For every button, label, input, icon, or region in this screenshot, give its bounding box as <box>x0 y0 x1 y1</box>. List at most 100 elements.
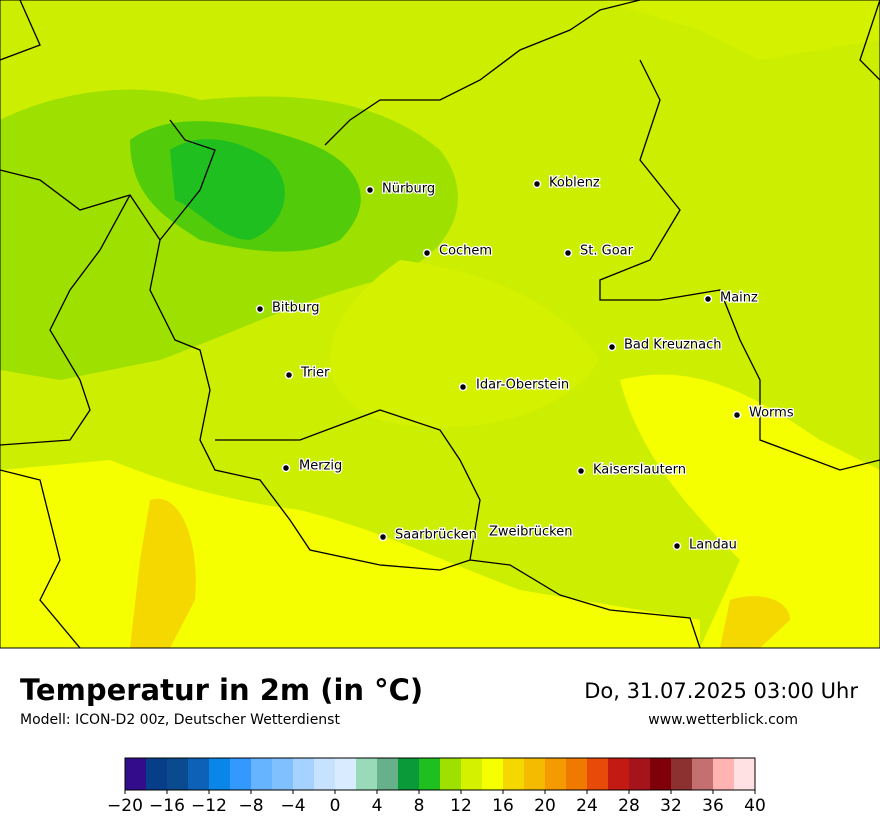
city-dot <box>563 248 573 258</box>
colorbar-box <box>314 758 335 790</box>
city-dot <box>378 532 388 542</box>
city-label: St. Goar <box>580 244 634 259</box>
city-dot <box>365 185 375 195</box>
city-dot <box>703 294 713 304</box>
city: St. Goar <box>563 242 635 260</box>
colorbar-box <box>545 758 566 790</box>
city-label: Nürburg <box>382 182 435 197</box>
city: Nürburg <box>365 180 436 198</box>
city-label: Mainz <box>720 291 758 306</box>
colorbar-box <box>230 758 251 790</box>
border <box>0 194 131 446</box>
city-label: Kaiserslautern <box>593 463 686 478</box>
city: Kaiserslautern <box>576 461 687 479</box>
colorbar-box <box>209 758 230 790</box>
city-label: Merzig <box>299 459 342 474</box>
colorbar-box <box>398 758 419 790</box>
city: Idar-Oberstein <box>458 376 570 394</box>
colorbar-box <box>524 758 545 790</box>
city: Landau <box>672 536 738 554</box>
colorbar-tick-label: −16 <box>149 796 185 816</box>
city-label: Bad Kreuznach <box>624 338 722 353</box>
colorbar-box <box>566 758 587 790</box>
colorbar-tick-label: −4 <box>280 796 305 816</box>
border <box>159 119 216 241</box>
city-dot <box>732 410 742 420</box>
colorbar-box <box>377 758 398 790</box>
colorbar-tick-label: 24 <box>576 796 598 816</box>
temp-area <box>0 0 880 60</box>
colorbar-box <box>293 758 314 790</box>
border <box>859 0 880 81</box>
colorbar-box <box>251 758 272 790</box>
city: Worms <box>732 404 795 422</box>
colorbar-box <box>188 758 209 790</box>
cities: Nürburg Koblenz Cochem St. Goar Bitburg … <box>255 174 795 554</box>
city: Mainz <box>703 289 759 307</box>
colorbar-tick-label: −12 <box>191 796 227 816</box>
colorbar-tick-label: 12 <box>450 796 472 816</box>
city-dot <box>672 541 682 551</box>
colorbar-box <box>713 758 734 790</box>
colorbar-box <box>419 758 440 790</box>
legend-title: Temperatur in 2m (in °C) <box>20 673 423 707</box>
datetime: Do, 31.07.2025 03:00 Uhr <box>584 679 858 703</box>
city: Zweibrücken <box>488 523 574 541</box>
temp-area <box>130 498 196 648</box>
city: Bitburg <box>255 299 321 317</box>
city-label: Trier <box>300 366 330 381</box>
city: Trier <box>284 364 331 382</box>
border <box>0 469 81 649</box>
colorbar-box <box>461 758 482 790</box>
city-label: Idar-Oberstein <box>476 378 569 393</box>
city: Merzig <box>281 457 344 475</box>
colorbar-box <box>167 758 188 790</box>
city-label: Saarbrücken <box>395 528 477 543</box>
colorbar-box <box>356 758 377 790</box>
city-label: Koblenz <box>549 176 600 191</box>
colorbar-tick-label: 40 <box>744 796 766 816</box>
city-dot <box>255 304 265 314</box>
city-dot <box>532 179 542 189</box>
website: www.wetterblick.com <box>648 712 798 728</box>
colorbar-box <box>587 758 608 790</box>
colorbar-box <box>272 758 293 790</box>
colorbar-tick-label: 8 <box>414 796 425 816</box>
colorbar-box <box>629 758 650 790</box>
temp-area <box>620 374 880 648</box>
city-label: Cochem <box>439 244 492 259</box>
colorbar-tick-label: −8 <box>238 796 263 816</box>
model-info: Modell: ICON-D2 00z, Deutscher Wetterdie… <box>20 712 340 728</box>
colorbar-box <box>335 758 356 790</box>
colorbar-tick-label: 0 <box>330 796 341 816</box>
border <box>324 0 641 146</box>
colorbar-tick-label: 20 <box>534 796 556 816</box>
colorbar-box <box>503 758 524 790</box>
border <box>599 59 880 471</box>
city-label: Worms <box>749 406 794 421</box>
colorbar-box <box>608 758 629 790</box>
legend: Temperatur in 2m (in °C) Modell: ICON-D2… <box>20 673 858 816</box>
city-dot <box>607 342 617 352</box>
city-label: Zweibrücken <box>489 525 572 540</box>
colorbar: −20 −16 −12 −8 −4 0 4 8 12 16 20 24 28 32 36 40 <box>107 757 766 816</box>
colorbar-tick-label: 32 <box>660 796 682 816</box>
colorbar-tick-label: 16 <box>492 796 514 816</box>
colorbar-box <box>671 758 692 790</box>
city-label: Landau <box>689 538 737 553</box>
colorbar-tick-label: −20 <box>107 796 143 816</box>
border <box>0 169 701 649</box>
city: Saarbrücken <box>378 526 478 544</box>
city-dot <box>284 370 294 380</box>
colorbar-box <box>125 758 146 790</box>
city-dot <box>422 248 432 258</box>
colorbar-box <box>146 758 167 790</box>
city-dot <box>281 463 291 473</box>
border <box>0 0 41 61</box>
border <box>215 409 481 561</box>
colorbar-box <box>734 758 755 790</box>
colorbar-box <box>692 758 713 790</box>
temp-area <box>720 596 790 648</box>
temp-area <box>330 260 600 428</box>
